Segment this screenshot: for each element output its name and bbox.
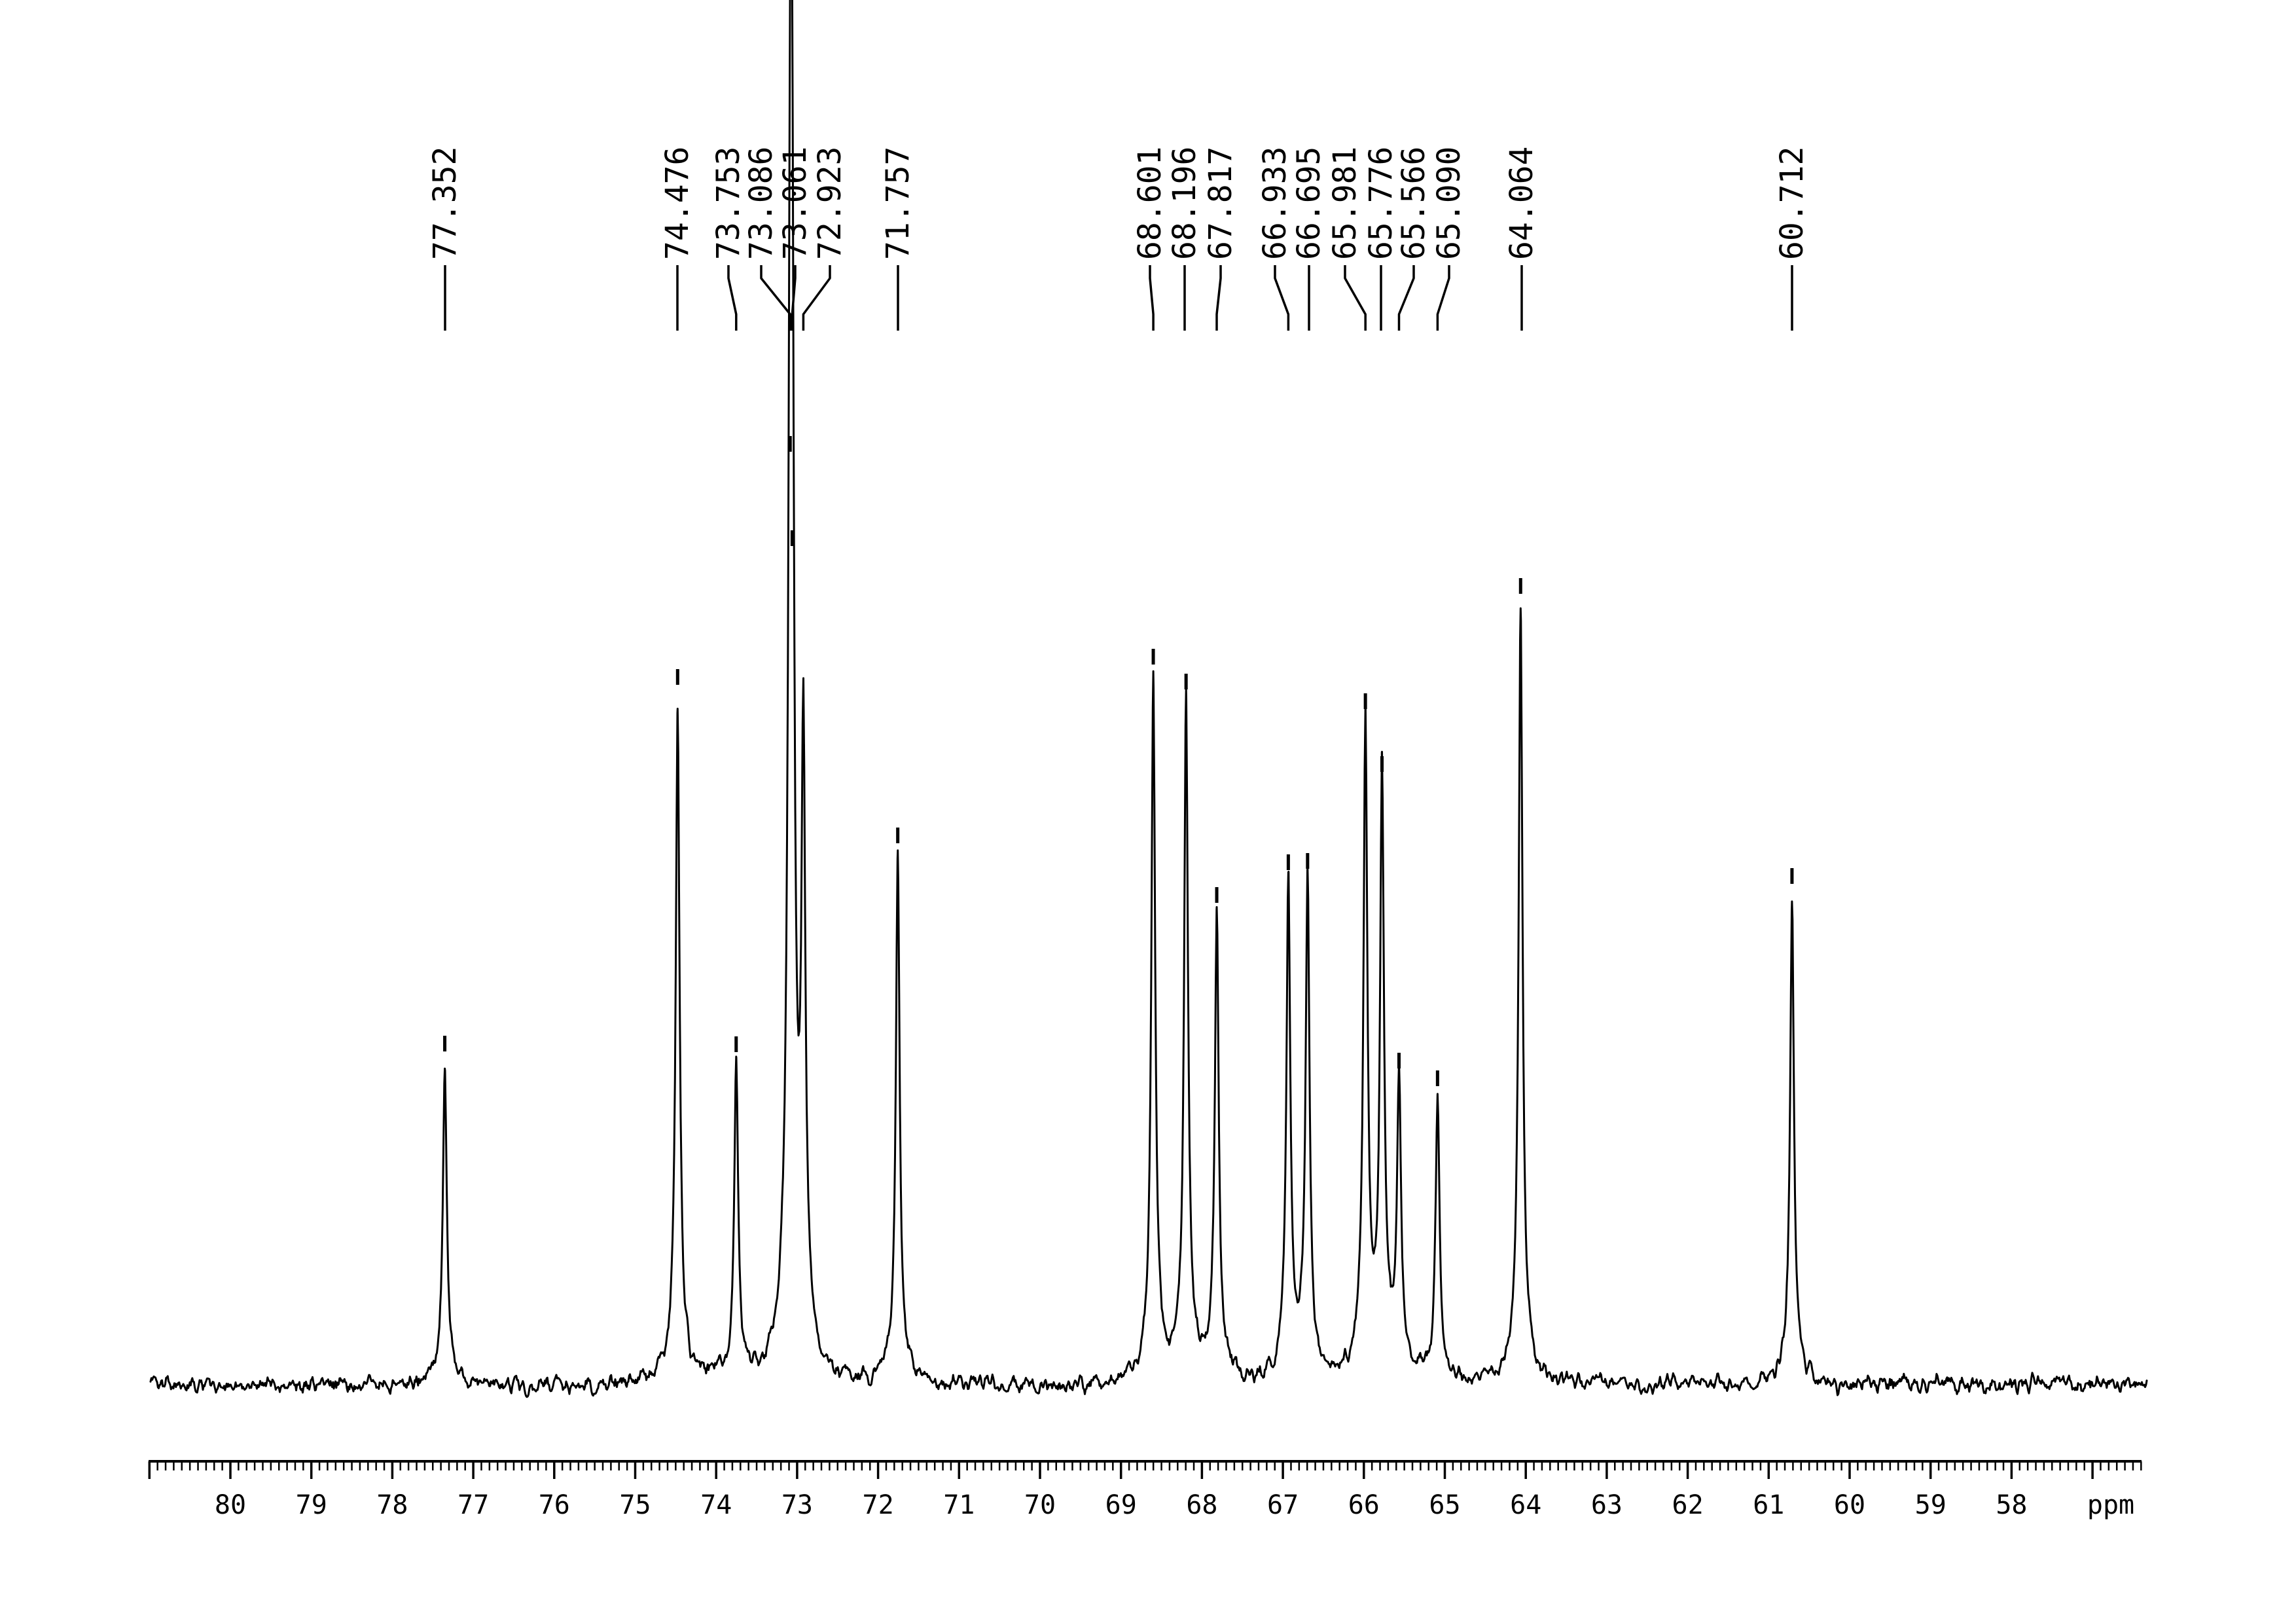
peak-label: 68.196 <box>1166 147 1203 260</box>
peak-leader-line <box>760 265 792 331</box>
peak-label: 66.695 <box>1291 147 1327 260</box>
x-axis-tick-label: 62 <box>1672 1490 1704 1520</box>
peak-label: 68.601 <box>1132 147 1168 260</box>
peak-label: 67.817 <box>1202 147 1239 260</box>
peak-leader-line <box>1274 265 1290 331</box>
x-axis-tick-label: 63 <box>1591 1490 1623 1520</box>
x-axis-tick-label: 78 <box>376 1490 408 1520</box>
peak-label: 65.566 <box>1395 147 1432 260</box>
x-axis-tick-label: 61 <box>1753 1490 1784 1520</box>
peak-leader-line <box>802 265 831 331</box>
x-axis-tick-label: 59 <box>1915 1490 1946 1520</box>
x-axis-tick-label: 75 <box>619 1490 651 1520</box>
x-axis-tick-label: 73 <box>781 1490 813 1520</box>
x-axis-tick-label: 66 <box>1348 1490 1380 1520</box>
x-axis-tick-label: 70 <box>1024 1490 1056 1520</box>
peak-label: 73.086 <box>743 147 780 260</box>
x-axis-tick-label: 80 <box>215 1490 246 1520</box>
peak-label: 73.753 <box>710 147 747 260</box>
x-axis-tick-label: 72 <box>863 1490 894 1520</box>
peak-label: 60.712 <box>1774 147 1810 260</box>
peak-label: 64.064 <box>1503 147 1540 260</box>
peak-leader-line <box>1149 265 1155 331</box>
peak-label: 71.757 <box>880 147 916 260</box>
x-axis-tick-label: 77 <box>457 1490 489 1520</box>
x-axis-tick-label: 64 <box>1510 1490 1541 1520</box>
x-axis-tick-label: 76 <box>539 1490 570 1520</box>
x-axis-tick-label: 67 <box>1267 1490 1299 1520</box>
peak-label: 73.061 <box>777 147 814 260</box>
x-axis-tick-label: 60 <box>1834 1490 1865 1520</box>
peak-label: 72.923 <box>812 147 848 260</box>
x-axis-tick-label: 74 <box>700 1490 732 1520</box>
x-axis-tick-label: 65 <box>1429 1490 1460 1520</box>
x-axis-tick-label: 58 <box>1996 1490 2027 1520</box>
peak-leader-line <box>1436 265 1450 331</box>
peak-leader-line <box>727 265 738 331</box>
peak-label: 65.981 <box>1327 147 1363 260</box>
peak-leader-line <box>1344 265 1367 331</box>
peak-label: 74.476 <box>659 147 696 260</box>
x-axis-tick-label: 68 <box>1186 1490 1217 1520</box>
peak-leader-line <box>1397 265 1415 331</box>
x-axis-tick-label: 69 <box>1105 1490 1137 1520</box>
peak-label: 65.776 <box>1363 147 1399 260</box>
peak-label: 66.933 <box>1257 147 1293 260</box>
spectrum-trace <box>149 0 2148 1398</box>
x-axis-tick-label: 79 <box>296 1490 327 1520</box>
x-axis-unit-label: ppm <box>2087 1490 2134 1520</box>
x-axis-tick-label: 71 <box>943 1490 975 1520</box>
peak-label: 65.090 <box>1431 147 1467 260</box>
peak-leader-line <box>1215 265 1222 331</box>
peak-label: 77.352 <box>427 147 463 260</box>
